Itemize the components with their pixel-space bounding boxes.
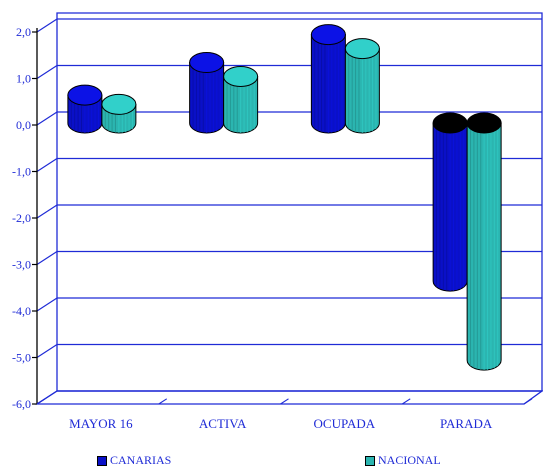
- gridline-depth: [36, 157, 58, 173]
- bar-top: [67, 84, 103, 106]
- gridline-depth: [36, 111, 58, 126]
- legend-label-canarias: CANARIAS: [110, 453, 172, 467]
- gridline-depth: [36, 297, 58, 312]
- category-label: MAYOR 16: [69, 416, 133, 431]
- category-labels: MAYOR 16 ACTIVA OCUPADA PARADA: [69, 416, 493, 431]
- gridline-depth: [36, 64, 58, 80]
- legend-swatch-canarias: [97, 455, 107, 466]
- y-tick-label: -3,0: [12, 258, 31, 272]
- bar-top: [310, 24, 346, 46]
- gridline-depth: [36, 343, 58, 359]
- y-tick-label: -1,0: [12, 165, 31, 179]
- y-tick-label: 0,0: [16, 118, 31, 132]
- y-tick-label: -2,0: [12, 211, 31, 225]
- y-tick-label: 1,0: [16, 72, 31, 86]
- gridline-depth: [36, 204, 58, 219]
- legend-item-nacional: NACIONAL: [365, 453, 441, 468]
- y-tick-label: -4,0: [12, 304, 31, 318]
- axes: [32, 12, 543, 405]
- gridline-depth: [36, 250, 58, 266]
- legend-label-nacional: NACIONAL: [378, 453, 441, 467]
- category-separator: [401, 398, 411, 405]
- category-separator: [158, 398, 168, 405]
- bar-top: [223, 66, 259, 87]
- y-tick-label: -6,0: [12, 397, 31, 411]
- category-label: PARADA: [440, 416, 493, 431]
- bar-top: [101, 93, 137, 115]
- gridline-depth: [36, 18, 58, 33]
- category-separator: [36, 398, 46, 405]
- legend-swatch-nacional: [365, 455, 375, 466]
- y-tick-label: -5,0: [12, 351, 31, 365]
- category-separator: [523, 398, 533, 405]
- category-separator: [280, 398, 289, 405]
- bar-top: [344, 38, 380, 60]
- bar-top: [466, 112, 502, 134]
- bars: [67, 24, 502, 371]
- legend-item-canarias: CANARIAS: [97, 453, 171, 468]
- floor: [34, 390, 543, 405]
- y-tick-label: 2,0: [16, 25, 31, 39]
- category-label: ACTIVA: [199, 416, 247, 431]
- bar-top: [432, 112, 468, 134]
- category-label: OCUPADA: [314, 416, 376, 431]
- bar-top: [189, 52, 225, 74]
- y-tick-labels: 2,0 1,0 0,0 -1,0 -2,0 -3,0 -4,0 -5,0 -6,0: [12, 25, 31, 411]
